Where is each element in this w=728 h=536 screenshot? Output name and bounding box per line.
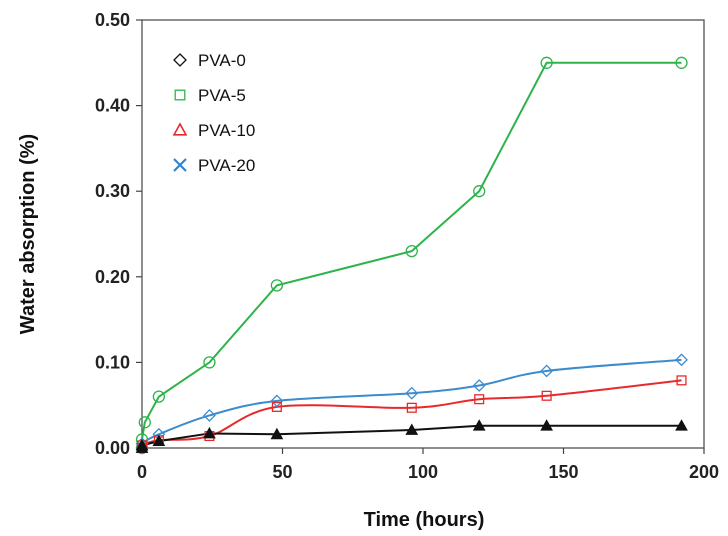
legend: PVA-0 PVA-5 PVA-10 PVA-20 [172, 51, 255, 175]
data-point [405, 244, 418, 258]
legend-marker [174, 89, 186, 101]
y-tick-label: 0.10 [95, 352, 130, 372]
x-tick-label: 100 [408, 462, 438, 482]
x-tick-label: 50 [272, 462, 292, 482]
legend-marker [173, 158, 187, 172]
legend-entry: PVA-10 [172, 121, 255, 140]
legend-entry: PVA-20 [173, 156, 255, 175]
data-point [406, 402, 417, 413]
data-point [270, 427, 284, 440]
data-point [675, 419, 688, 431]
data-point [540, 364, 554, 378]
data-point [405, 423, 419, 435]
y-tick-label: 0.00 [95, 438, 130, 458]
data-point [473, 185, 486, 198]
data-point [675, 56, 688, 69]
legend-entry: PVA-5 [174, 86, 246, 105]
data-point [675, 353, 688, 367]
legend-label: PVA-5 [198, 86, 246, 105]
data-point [270, 279, 284, 292]
x-axis-label: Time (hours) [364, 509, 485, 531]
legend-marker [172, 122, 188, 136]
legend-label: PVA-20 [198, 156, 255, 175]
data-point [472, 379, 486, 392]
x-tick-label: 200 [689, 462, 719, 482]
data-point [203, 426, 216, 439]
y-tick-label: 0.50 [95, 10, 130, 30]
data-point [271, 401, 282, 412]
legend-label: PVA-0 [198, 51, 246, 70]
plot-axes: 0.00 0.10 0.20 0.30 0.40 0.50 0 50 100 150 200 [95, 10, 719, 482]
marker-stroke [173, 158, 187, 172]
markers-layer [135, 56, 688, 455]
data-point [270, 394, 284, 408]
data-point [152, 434, 166, 447]
data-point [203, 409, 216, 422]
series-line [139, 379, 682, 449]
data-point [540, 419, 553, 431]
legend-label: PVA-10 [198, 121, 255, 140]
y-tick-label: 0.20 [95, 267, 130, 287]
y-tick-label: 0.30 [95, 181, 130, 201]
legend-marker [173, 53, 187, 67]
data-point [152, 390, 166, 403]
data-point [203, 356, 216, 369]
y-axis-label: Water absorption (%) [17, 134, 39, 334]
data-point [676, 375, 687, 386]
data-point [135, 438, 149, 451]
y-tick-label: 0.40 [95, 96, 130, 116]
data-point [138, 416, 151, 429]
data-point [405, 386, 419, 400]
data-point [474, 394, 485, 405]
data-point [541, 390, 552, 401]
plot-frame [141, 19, 705, 449]
series-line [141, 61, 682, 448]
x-tick-label: 150 [548, 462, 578, 482]
legend-entry: PVA-0 [173, 51, 246, 70]
x-tick-label: 0 [137, 462, 147, 482]
data-point [540, 56, 553, 69]
data-point [472, 419, 486, 431]
